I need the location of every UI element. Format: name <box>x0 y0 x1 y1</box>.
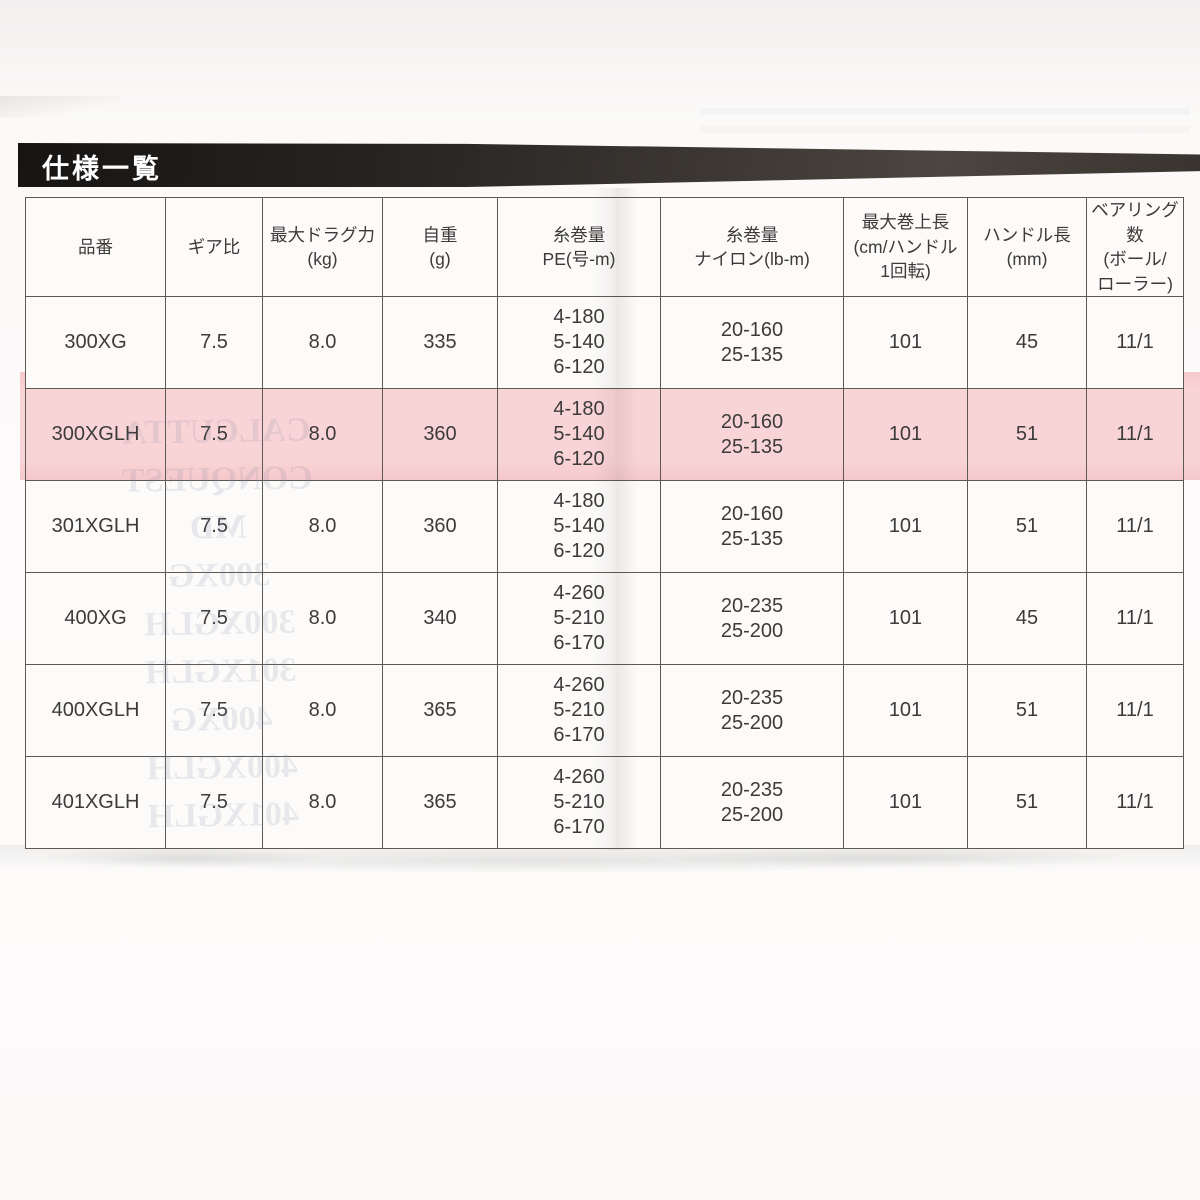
cell-handle-length: 51 <box>967 756 1087 849</box>
cell-max-drag: 8.0 <box>262 296 383 389</box>
cell-gear-ratio: 7.5 <box>165 664 263 757</box>
cell-model: 300XGLH <box>25 388 166 481</box>
cell-model: 301XGLH <box>25 480 166 573</box>
cell-model: 400XGLH <box>25 664 166 757</box>
cell-model: 400XG <box>25 572 166 665</box>
column-header-gear-ratio: ギア比 <box>165 197 263 297</box>
column-header-weight: 自重 (g) <box>382 197 498 297</box>
show-through-top-text <box>700 108 1190 142</box>
cell-gear-ratio: 7.5 <box>165 480 263 573</box>
cell-bearings: 11/1 <box>1086 664 1184 757</box>
cell-gear-ratio: 7.5 <box>165 756 263 849</box>
cell-nylon-capacity: 20-235 25-200 <box>660 756 844 849</box>
cell-nylon-capacity: 20-235 25-200 <box>660 572 844 665</box>
cell-retrieve: 101 <box>843 480 968 573</box>
paper-edge-shadow <box>0 96 120 118</box>
header-row: 品番 ギア比 最大ドラグ力 (kg) 自重 (g) 糸巻量 PE(号-m) 糸巻… <box>25 197 1184 297</box>
cell-gear-ratio: 7.5 <box>165 388 263 481</box>
column-header-max-drag: 最大ドラグ力 (kg) <box>262 197 383 297</box>
spec-table-body: 300XG 7.5 8.0 335 4-180 5-140 6-120 20-1… <box>25 296 1184 849</box>
cell-weight: 365 <box>382 664 498 757</box>
spec-table: 品番 ギア比 最大ドラグ力 (kg) 自重 (g) 糸巻量 PE(号-m) 糸巻… <box>25 197 1184 849</box>
section-title-banner: 仕様一覧 <box>18 143 1200 187</box>
cell-pe-capacity: 4-260 5-210 6-170 <box>497 572 661 665</box>
cell-weight: 360 <box>382 388 498 481</box>
cell-gear-ratio: 7.5 <box>165 572 263 665</box>
table-row-401xglh: 401XGLH 7.5 8.0 365 4-260 5-210 6-170 20… <box>25 756 1184 849</box>
cell-bearings: 11/1 <box>1086 388 1184 481</box>
cell-pe-capacity: 4-260 5-210 6-170 <box>497 756 661 849</box>
cell-retrieve: 101 <box>843 296 968 389</box>
table-row-300xg: 300XG 7.5 8.0 335 4-180 5-140 6-120 20-1… <box>25 296 1184 389</box>
cell-pe-capacity: 4-180 5-140 6-120 <box>497 388 661 481</box>
cell-pe-capacity: 4-180 5-140 6-120 <box>497 296 661 389</box>
column-header-nylon-capacity: 糸巻量 ナイロン(lb-m) <box>660 197 844 297</box>
cell-retrieve: 101 <box>843 388 968 481</box>
cell-handle-length: 51 <box>967 388 1087 481</box>
cell-pe-capacity: 4-260 5-210 6-170 <box>497 664 661 757</box>
spec-table-header: 品番 ギア比 最大ドラグ力 (kg) 自重 (g) 糸巻量 PE(号-m) 糸巻… <box>25 197 1184 297</box>
show-through-smudge <box>0 845 1200 877</box>
cell-handle-length: 45 <box>967 296 1087 389</box>
cell-retrieve: 101 <box>843 756 968 849</box>
cell-retrieve: 101 <box>843 664 968 757</box>
cell-retrieve: 101 <box>843 572 968 665</box>
cell-weight: 365 <box>382 756 498 849</box>
column-header-pe-capacity: 糸巻量 PE(号-m) <box>497 197 661 297</box>
column-header-handle-length: ハンドル長 (mm) <box>967 197 1087 297</box>
cell-pe-capacity: 4-180 5-140 6-120 <box>497 480 661 573</box>
cell-gear-ratio: 7.5 <box>165 296 263 389</box>
cell-weight: 360 <box>382 480 498 573</box>
cell-handle-length: 45 <box>967 572 1087 665</box>
cell-weight: 340 <box>382 572 498 665</box>
cell-max-drag: 8.0 <box>262 572 383 665</box>
cell-max-drag: 8.0 <box>262 480 383 573</box>
column-header-bearings: ベアリング数 (ボール/ ローラー) <box>1086 197 1184 297</box>
cell-max-drag: 8.0 <box>262 664 383 757</box>
cell-bearings: 11/1 <box>1086 756 1184 849</box>
cell-nylon-capacity: 20-160 25-135 <box>660 296 844 389</box>
cell-max-drag: 8.0 <box>262 388 383 481</box>
cell-model: 401XGLH <box>25 756 166 849</box>
cell-bearings: 11/1 <box>1086 572 1184 665</box>
cell-max-drag: 8.0 <box>262 756 383 849</box>
cell-model: 300XG <box>25 296 166 389</box>
cell-nylon-capacity: 20-160 25-135 <box>660 388 844 481</box>
cell-handle-length: 51 <box>967 664 1087 757</box>
column-header-model: 品番 <box>25 197 166 297</box>
table-row-300xglh-highlighted: 300XGLH 7.5 8.0 360 4-180 5-140 6-120 20… <box>25 388 1184 481</box>
table-row-400xglh: 400XGLH 7.5 8.0 365 4-260 5-210 6-170 20… <box>25 664 1184 757</box>
cell-bearings: 11/1 <box>1086 296 1184 389</box>
table-row-301xglh: 301XGLH 7.5 8.0 360 4-180 5-140 6-120 20… <box>25 480 1184 573</box>
table-row-400xg: 400XG 7.5 8.0 340 4-260 5-210 6-170 20-2… <box>25 572 1184 665</box>
section-title: 仕様一覧 <box>42 154 162 184</box>
cell-weight: 335 <box>382 296 498 389</box>
column-header-retrieve: 最大巻上長 (cm/ハンドル 1回転) <box>843 197 968 297</box>
cell-bearings: 11/1 <box>1086 480 1184 573</box>
cell-handle-length: 51 <box>967 480 1087 573</box>
cell-nylon-capacity: 20-160 25-135 <box>660 480 844 573</box>
cell-nylon-capacity: 20-235 25-200 <box>660 664 844 757</box>
